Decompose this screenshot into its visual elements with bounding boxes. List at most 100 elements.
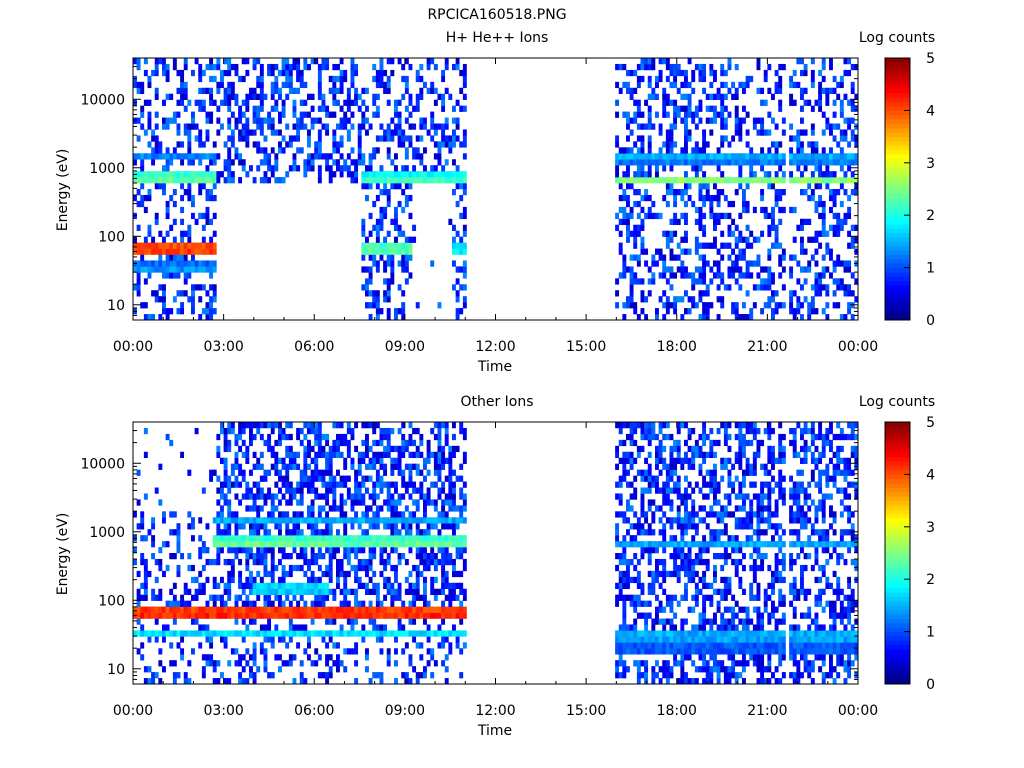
heat-cell xyxy=(655,81,659,89)
heat-cell xyxy=(684,200,688,208)
heat-cell xyxy=(209,272,214,279)
heat-cell xyxy=(731,308,736,315)
heat-cell xyxy=(655,612,659,619)
heat-cell xyxy=(633,236,638,243)
heat-cell xyxy=(727,200,732,208)
heat-cell xyxy=(198,624,203,631)
heat-cell xyxy=(832,290,837,297)
heat-cell xyxy=(401,445,406,453)
heat-cell xyxy=(288,570,293,578)
colorbar-swatch xyxy=(885,167,910,172)
heat-cell xyxy=(162,272,166,279)
heat-cell xyxy=(307,511,311,518)
heat-cell xyxy=(781,248,786,255)
heat-cell xyxy=(763,266,768,273)
heat-cell xyxy=(216,547,221,554)
heat-cell xyxy=(281,606,286,613)
heat-cell xyxy=(731,200,736,208)
heat-cell xyxy=(647,194,652,202)
heat-cell xyxy=(183,588,188,595)
heat-cell xyxy=(615,278,620,285)
heat-cell xyxy=(368,547,373,554)
heat-cell xyxy=(647,433,652,441)
heat-cell xyxy=(426,493,431,500)
heat-cell xyxy=(223,630,228,637)
heat-cell xyxy=(216,529,221,536)
heat-cell xyxy=(263,630,268,637)
heat-cell xyxy=(734,189,739,196)
heat-cell xyxy=(430,165,435,172)
heat-cell xyxy=(317,117,322,124)
heat-cell xyxy=(296,535,301,542)
heat-cell xyxy=(412,582,417,590)
heat-cell xyxy=(774,236,779,243)
heat-cell xyxy=(444,582,449,590)
heat-cell xyxy=(303,535,308,542)
heat-cell xyxy=(441,141,446,148)
heat-cell xyxy=(154,123,159,130)
heat-cell xyxy=(191,171,195,178)
heat-cell xyxy=(227,69,232,77)
heat-cell xyxy=(404,642,409,649)
heat-cell xyxy=(205,206,210,214)
heat-cell xyxy=(143,266,148,273)
heat-cell xyxy=(245,93,250,100)
heat-cell xyxy=(415,171,420,178)
heat-cell xyxy=(742,153,746,160)
heat-cell xyxy=(227,678,232,685)
heat-cell xyxy=(408,547,413,554)
heat-cell xyxy=(216,63,221,71)
heat-cell xyxy=(727,159,732,166)
heat-cell xyxy=(774,290,779,297)
heat-cell xyxy=(408,582,413,590)
heat-cell xyxy=(180,141,185,148)
heat-cell xyxy=(705,290,710,297)
heat-cell xyxy=(615,553,620,560)
heat-cell xyxy=(354,481,359,488)
heat-cell xyxy=(292,588,297,595)
heat-cell xyxy=(140,254,145,261)
heat-cell xyxy=(629,481,634,488)
heat-cell xyxy=(332,422,337,429)
heat-cell xyxy=(673,212,678,220)
heat-cell xyxy=(444,427,449,435)
heat-cell xyxy=(778,177,783,184)
heat-cell xyxy=(404,117,409,124)
heat-cell xyxy=(307,135,311,142)
heat-cell xyxy=(165,624,170,631)
heat-cell xyxy=(694,123,699,130)
heat-cell xyxy=(774,141,779,148)
heat-cell xyxy=(825,230,830,237)
heat-cell xyxy=(825,117,830,124)
heat-cell xyxy=(212,171,217,178)
heat-cell xyxy=(296,582,301,590)
heat-cell xyxy=(252,93,257,100)
heat-cell xyxy=(238,445,243,453)
heat-cell xyxy=(263,547,268,554)
heat-cell xyxy=(644,517,649,524)
heat-cell xyxy=(332,612,337,619)
heat-cell xyxy=(394,588,398,595)
heat-cell xyxy=(415,487,420,494)
heat-cell xyxy=(162,183,166,190)
heat-cell xyxy=(234,147,239,154)
heat-cell xyxy=(223,606,228,613)
heat-cell xyxy=(401,302,406,309)
heat-cell xyxy=(365,302,369,309)
colorbar-swatch xyxy=(885,302,910,308)
heat-cell xyxy=(401,648,406,655)
heat-cell xyxy=(256,582,261,590)
heat-cell xyxy=(629,630,634,637)
heat-cell xyxy=(307,517,311,524)
heat-cell xyxy=(767,63,772,71)
heat-cell xyxy=(321,553,326,560)
heat-cell xyxy=(296,487,301,494)
heat-cell xyxy=(738,171,743,178)
heat-cell xyxy=(745,129,750,136)
heat-cell xyxy=(462,493,467,500)
heat-cell xyxy=(278,630,282,637)
heat-cell xyxy=(263,612,268,619)
heat-cell xyxy=(162,308,166,315)
heat-cell xyxy=(713,105,717,112)
heat-cell xyxy=(249,469,253,476)
